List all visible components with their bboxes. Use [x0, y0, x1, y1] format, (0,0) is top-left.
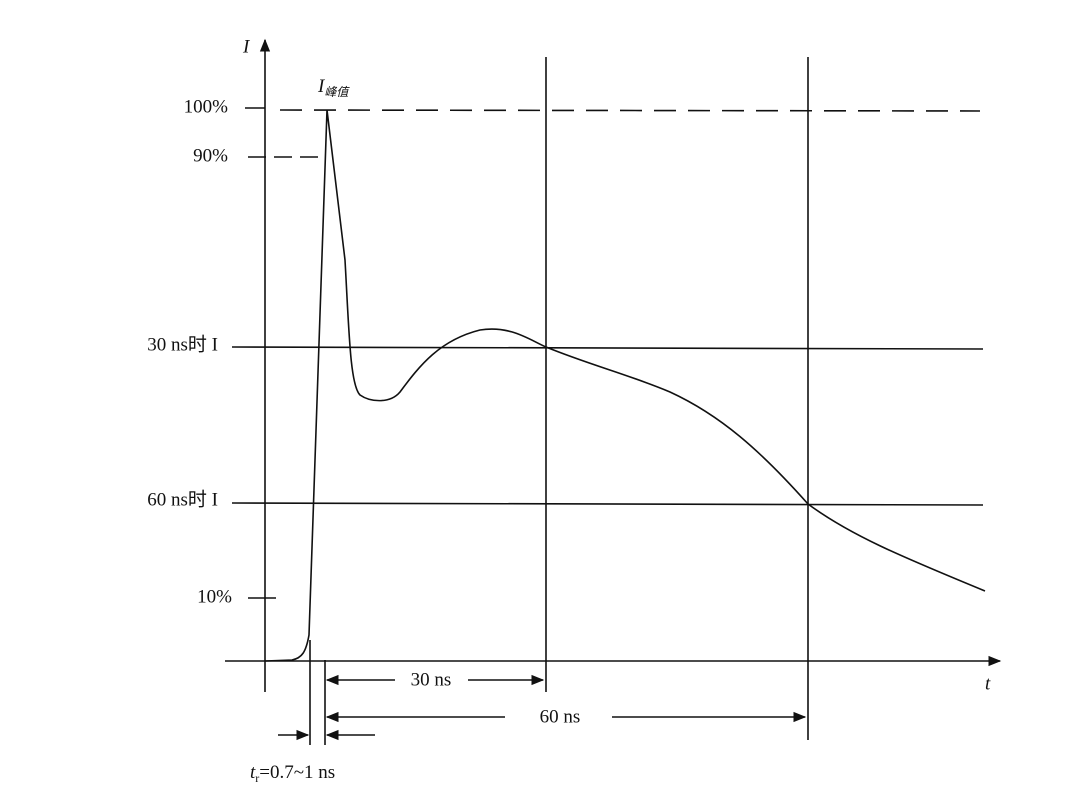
- y-label: 60 ns时 I: [147, 488, 218, 510]
- y-label: 10%: [197, 586, 232, 607]
- dashed-level: [279, 109, 981, 112]
- peak-label-sub: 峰值: [324, 85, 350, 99]
- peak-label: I峰值: [317, 76, 350, 98]
- rise-time-main: t: [250, 762, 256, 783]
- rise-time-sub: r: [255, 771, 259, 785]
- y-label: 90%: [193, 145, 228, 166]
- level-line: [231, 502, 984, 506]
- rise-time-rest: =0.7~1 ns: [259, 762, 335, 783]
- x-axis-label: t: [985, 673, 991, 694]
- level-line: [231, 346, 984, 350]
- span-label: 60 ns: [540, 706, 581, 727]
- rise-time-label: tr=0.7~1 ns: [250, 762, 335, 784]
- peak-label-main: I: [317, 76, 326, 97]
- y-label: 30 ns时 I: [147, 333, 218, 355]
- current-waveform: [264, 109, 986, 662]
- y-axis-label: I: [242, 36, 251, 57]
- span-label: 30 ns: [411, 669, 452, 690]
- y-label: 100%: [184, 96, 229, 117]
